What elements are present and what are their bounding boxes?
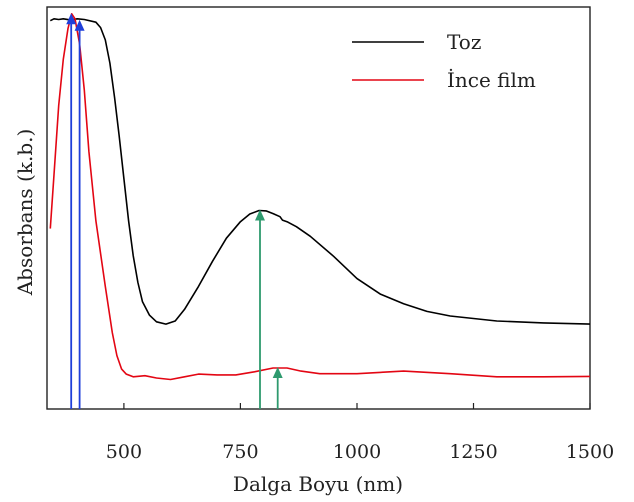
legend: Toz İnce film bbox=[352, 30, 536, 92]
x-tick-label: 500 bbox=[106, 441, 142, 463]
arrow-head-1 bbox=[74, 19, 85, 31]
x-tick-label: 1000 bbox=[333, 441, 381, 463]
x-axis-title: Dalga Boyu (nm) bbox=[233, 472, 403, 496]
arrows-group bbox=[66, 13, 283, 409]
series-line-0 bbox=[49, 18, 591, 325]
arrow-head-3 bbox=[272, 367, 283, 378]
legend-label-ince-film: İnce film bbox=[447, 68, 536, 92]
plot-frame bbox=[46, 6, 591, 410]
series-group bbox=[49, 13, 591, 381]
arrow-head-2 bbox=[255, 209, 265, 221]
y-axis-title: Absorbans (k.b.) bbox=[13, 129, 37, 297]
x-tick-label: 1500 bbox=[566, 441, 614, 463]
legend-label-toz: Toz bbox=[447, 30, 481, 54]
x-tick-label: 1250 bbox=[449, 441, 497, 463]
x-axis-ticks: 500 750 1000 1250 1500 bbox=[106, 403, 614, 463]
arrow-head-0 bbox=[66, 13, 77, 25]
series-line-1 bbox=[49, 13, 591, 381]
x-tick-label: 750 bbox=[222, 441, 258, 463]
